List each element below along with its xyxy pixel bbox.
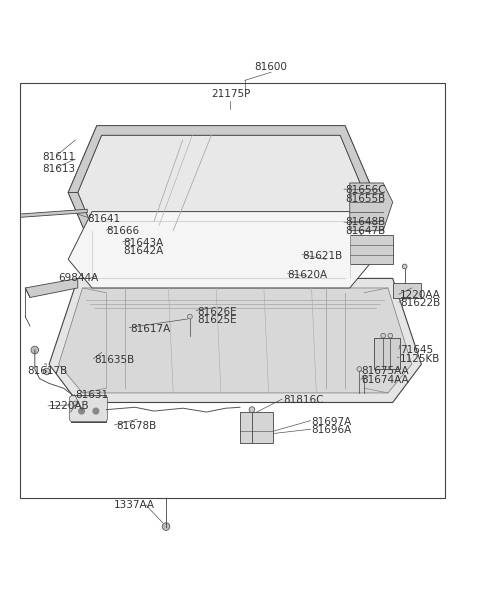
Text: 71645: 71645: [400, 345, 433, 355]
Polygon shape: [97, 250, 345, 259]
Text: 81696A: 81696A: [312, 425, 352, 435]
Text: 1125KB: 1125KB: [400, 353, 440, 364]
Polygon shape: [68, 126, 373, 193]
Bar: [373, 338, 400, 369]
Circle shape: [162, 523, 170, 530]
Bar: [240, 412, 274, 443]
Polygon shape: [68, 126, 373, 259]
FancyBboxPatch shape: [70, 396, 108, 422]
Text: 5: 5: [43, 363, 47, 368]
Text: 81642A: 81642A: [123, 246, 163, 256]
Polygon shape: [350, 236, 393, 264]
Circle shape: [249, 407, 255, 412]
Circle shape: [188, 314, 192, 319]
Text: 81647B: 81647B: [345, 226, 385, 236]
Polygon shape: [78, 135, 364, 250]
Polygon shape: [21, 209, 87, 217]
Text: 81617B: 81617B: [28, 367, 68, 377]
Circle shape: [93, 408, 99, 414]
Text: 1220AB: 1220AB: [49, 401, 90, 411]
Text: 21175P: 21175P: [211, 89, 250, 99]
Text: 81643A: 81643A: [123, 237, 163, 248]
Text: 81675AA: 81675AA: [362, 367, 409, 377]
Circle shape: [357, 367, 362, 371]
Text: 81816C: 81816C: [283, 395, 324, 405]
Text: 81648B: 81648B: [345, 217, 385, 227]
Text: 81611: 81611: [42, 152, 75, 162]
Circle shape: [73, 401, 78, 406]
Text: 81656C: 81656C: [345, 185, 385, 195]
Circle shape: [79, 408, 84, 414]
Text: 1220AA: 1220AA: [400, 290, 441, 300]
Text: 81600: 81600: [254, 62, 288, 72]
Text: 81621B: 81621B: [302, 250, 342, 261]
Polygon shape: [49, 278, 421, 402]
Polygon shape: [350, 183, 393, 231]
Text: 81631: 81631: [75, 390, 108, 400]
Text: 81697A: 81697A: [312, 416, 352, 427]
Circle shape: [31, 346, 38, 354]
Polygon shape: [59, 288, 412, 393]
Circle shape: [43, 368, 50, 375]
Circle shape: [362, 375, 366, 379]
Text: 81620A: 81620A: [288, 270, 328, 280]
Text: 81678B: 81678B: [116, 421, 156, 431]
Text: 1337AA: 1337AA: [114, 500, 155, 510]
Text: 81635B: 81635B: [95, 355, 135, 365]
Text: 81674AA: 81674AA: [362, 375, 409, 385]
Circle shape: [388, 333, 393, 338]
Polygon shape: [25, 278, 78, 298]
Polygon shape: [68, 193, 102, 259]
Text: 81625E: 81625E: [197, 315, 237, 325]
Text: 81641: 81641: [87, 214, 120, 224]
Text: 69844A: 69844A: [59, 274, 99, 283]
Text: 81626E: 81626E: [197, 307, 237, 317]
Polygon shape: [393, 283, 421, 298]
Text: 81666: 81666: [107, 226, 140, 236]
Polygon shape: [68, 212, 373, 288]
Text: 81622B: 81622B: [400, 298, 440, 308]
Text: 81617A: 81617A: [130, 324, 170, 334]
Text: 81655B: 81655B: [345, 194, 385, 203]
Bar: [71, 395, 107, 422]
Circle shape: [402, 264, 407, 269]
Text: 81613: 81613: [42, 164, 75, 174]
Circle shape: [381, 333, 385, 338]
Polygon shape: [340, 193, 373, 259]
